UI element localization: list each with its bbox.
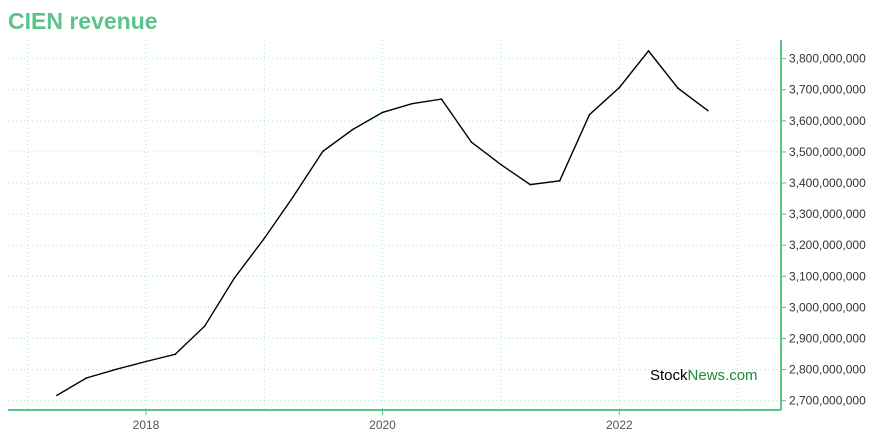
y-tick-label: 2,900,000,000	[789, 331, 866, 345]
data-point	[292, 195, 295, 198]
data-point	[647, 50, 650, 52]
data-point	[529, 183, 532, 186]
y-tick-label: 3,400,000,000	[789, 176, 866, 190]
data-point	[263, 237, 266, 240]
y-tick-label: 3,700,000,000	[789, 83, 866, 97]
data-point	[115, 368, 118, 371]
grid	[8, 40, 781, 410]
data-point	[381, 111, 384, 114]
data-point	[411, 102, 413, 105]
y-tick-label: 3,200,000,000	[789, 238, 866, 252]
revenue-line	[56, 49, 709, 397]
y-tick-label: 3,300,000,000	[789, 207, 866, 221]
data-point	[440, 98, 443, 100]
data-point	[470, 141, 473, 143]
data-point	[203, 325, 206, 327]
data-point	[588, 113, 591, 116]
y-tick-label: 3,500,000,000	[789, 145, 866, 159]
data-point	[56, 394, 58, 397]
y-tick-label: 3,800,000,000	[789, 52, 866, 66]
chart-title: CIEN revenue	[8, 8, 158, 34]
data-point	[85, 377, 88, 379]
x-tick-label: 2020	[369, 418, 396, 432]
x-axis-ticks: 2018 2020 2022	[133, 410, 633, 432]
data-point	[351, 128, 354, 131]
data-point	[233, 277, 236, 279]
data-points	[56, 50, 709, 397]
x-tick-label: 2018	[133, 418, 160, 432]
data-point	[500, 163, 502, 166]
x-tick-label: 2022	[606, 418, 633, 432]
y-tick-label: 3,600,000,000	[789, 114, 866, 128]
data-point	[145, 360, 147, 363]
data-point	[322, 150, 324, 153]
y-tick-label: 3,100,000,000	[789, 269, 866, 283]
y-tick-label: 2,800,000,000	[789, 363, 866, 377]
y-tick-label: 2,700,000,000	[789, 394, 866, 408]
watermark: StockNews.com	[650, 367, 758, 384]
data-point	[618, 86, 621, 89]
y-tick-label: 3,000,000,000	[789, 300, 866, 314]
data-point	[677, 87, 679, 89]
y-axis-ticks: 2,700,000,000 2,800,000,000 2,900,000,000 3…	[781, 52, 866, 408]
data-point	[174, 353, 176, 356]
data-point	[706, 109, 709, 112]
data-point	[558, 180, 561, 182]
